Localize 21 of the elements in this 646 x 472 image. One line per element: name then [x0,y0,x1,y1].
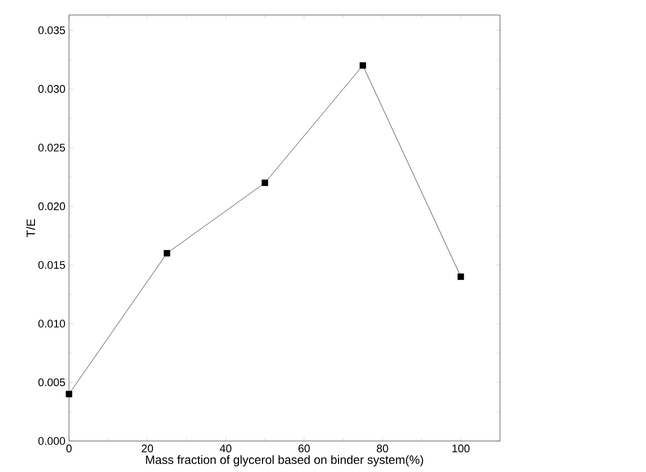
y-tick-label: 0.000 [38,437,66,445]
y-tick-label: 0.020 [38,202,66,210]
x-axis-title: Mass fraction of glycerol based on binder system(%) [146,455,424,466]
point [360,62,366,69]
point [458,274,464,280]
y-tick-label: 0.015 [38,261,65,269]
y-tick-label: 0.035 [38,26,65,34]
x-tick-label: 20 [142,444,154,452]
y-axis-title: T/E [26,219,36,238]
x-tick-label: 80 [376,444,388,452]
point [66,390,72,398]
x-tick-label: 100 [452,444,470,452]
point [164,250,170,256]
point [262,180,268,186]
y-tick-label: 0.005 [38,378,65,386]
x-tick-label: 40 [220,444,232,452]
y-tick-label: 0.010 [38,320,66,328]
x-tick-label: 0 [66,444,72,452]
y-tick-label: 0.030 [38,85,66,93]
y-tick-label: 0.025 [38,144,65,152]
x-tick-label: 60 [298,444,310,452]
